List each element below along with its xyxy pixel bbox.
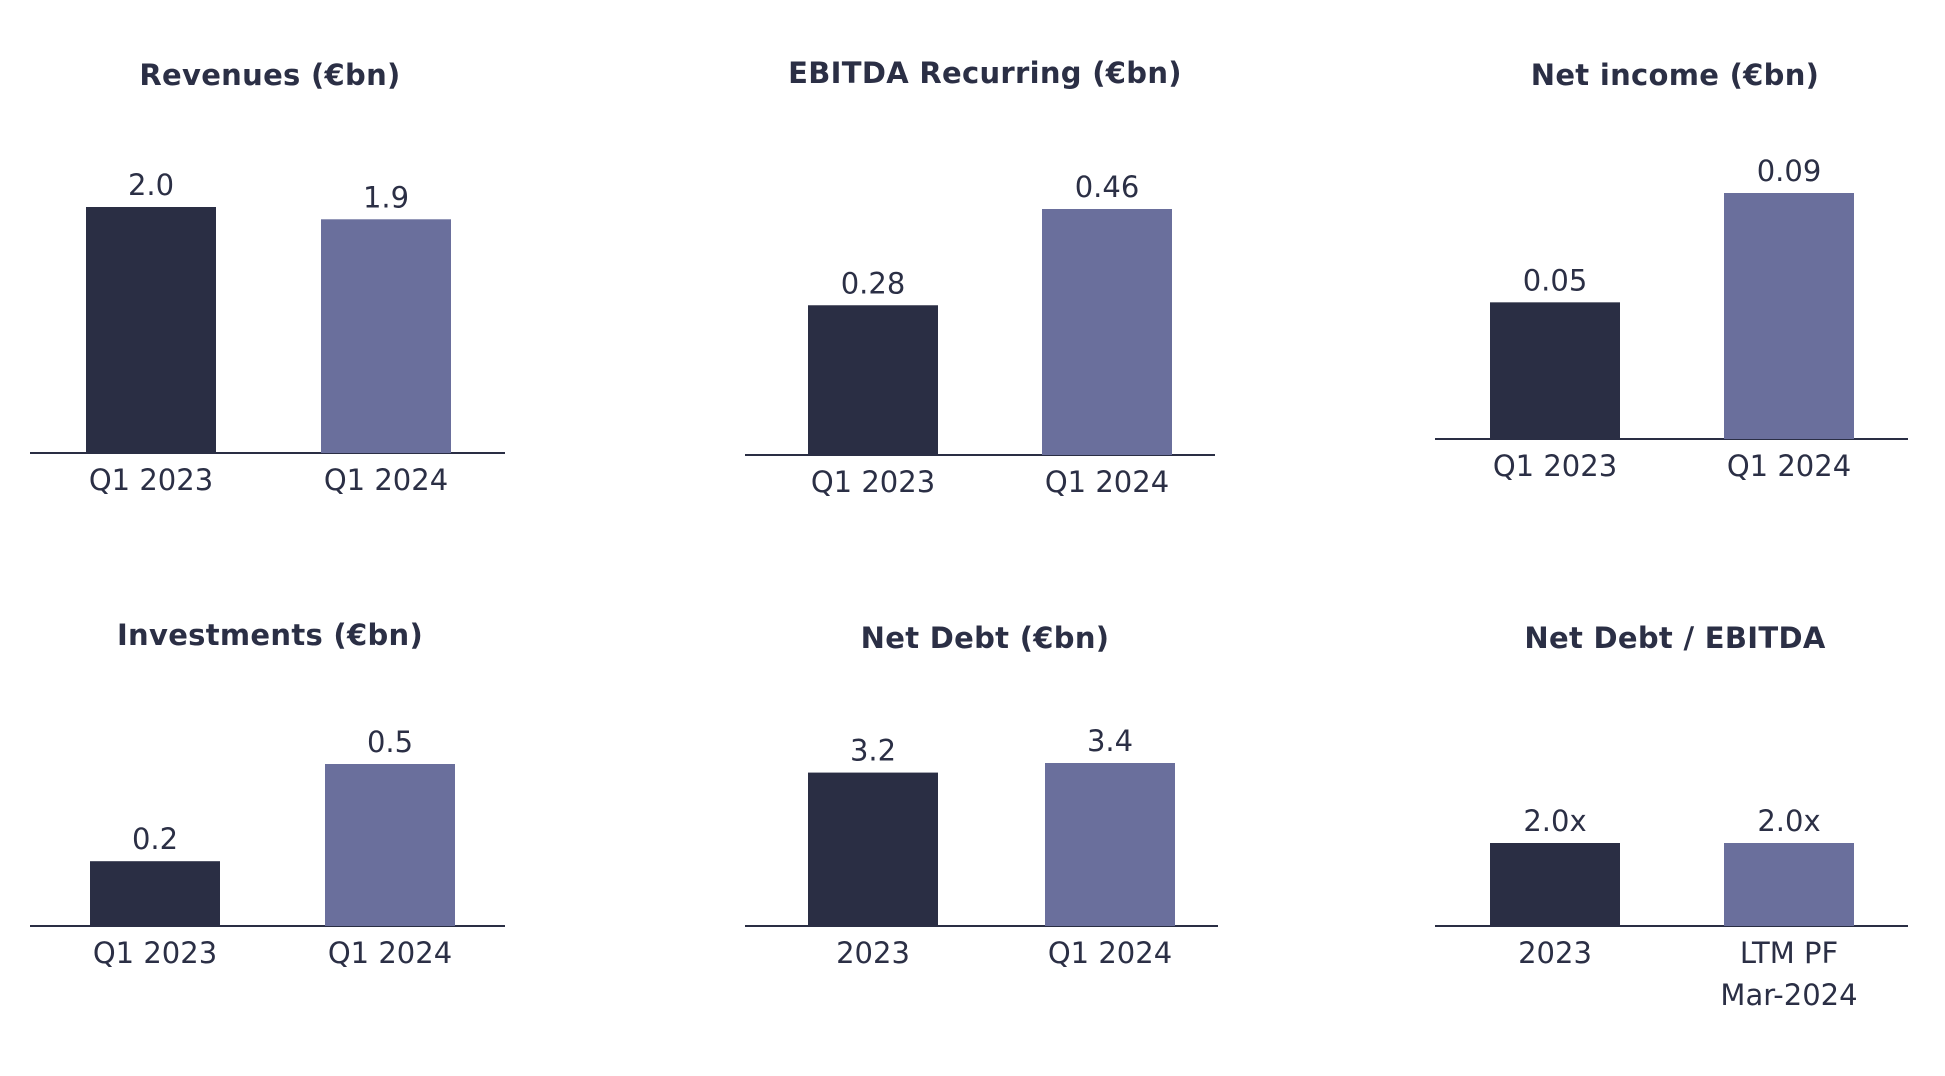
data-label: 3.2: [850, 734, 896, 768]
bar: [86, 207, 216, 453]
chart-revenues: Revenues (€bn) 2.0 Q1 2023 1.9 Q1 2024: [30, 50, 510, 520]
category-label: 2023: [836, 936, 910, 970]
bar: [1042, 209, 1172, 455]
chart-net-debt-plot: 3.2 2023 3.4 Q1 2024: [745, 724, 1218, 970]
chart-net-debt-ebitda-plot: 2.0x 2023 2.0x LTM PF Mar-2024: [1435, 804, 1908, 1012]
category-label: Q1 2024: [1045, 465, 1169, 499]
chart-net-debt: Net Debt (€bn) 3.2 2023 3.4 Q1 2024: [745, 610, 1225, 1076]
bar: [90, 861, 220, 926]
category-label: Q1 2024: [328, 936, 452, 970]
chart-title: EBITDA Recurring (€bn): [788, 56, 1182, 90]
bar: [808, 305, 938, 455]
bar: [1724, 843, 1854, 926]
chart-revenues-plot: 2.0 Q1 2023 1.9 Q1 2024: [30, 168, 505, 497]
chart-investments-plot: 0.2 Q1 2023 0.5 Q1 2024: [30, 725, 505, 970]
category-label: Q1 2023: [93, 936, 217, 970]
data-label: 2.0x: [1757, 804, 1820, 838]
category-label: LTM PF: [1740, 936, 1838, 970]
category-label: Q1 2024: [1727, 449, 1851, 483]
category-label: Mar-2024: [1720, 978, 1857, 1012]
chart-net-income: Net income (€bn) 0.05 Q1 2023 0.09 Q1 2024: [1435, 50, 1915, 520]
bar: [321, 219, 451, 453]
bar: [1724, 193, 1854, 439]
data-label: 0.46: [1075, 170, 1140, 204]
category-label: Q1 2024: [1048, 936, 1172, 970]
data-label: 0.28: [841, 266, 906, 300]
data-label: 2.0: [128, 168, 174, 202]
category-label: Q1 2024: [324, 463, 448, 497]
bar: [1490, 302, 1620, 439]
chart-title: Net Debt (€bn): [860, 621, 1110, 655]
data-label: 0.5: [367, 725, 413, 759]
category-label: Q1 2023: [1493, 449, 1617, 483]
data-label: 3.4: [1087, 724, 1133, 758]
chart-title: Investments (€bn): [116, 618, 424, 652]
chart-title: Revenues (€bn): [139, 58, 401, 92]
bar: [325, 764, 455, 926]
data-label: 0.05: [1523, 263, 1588, 297]
data-label: 2.0x: [1523, 804, 1586, 838]
chart-title: Net Debt / EBITDA: [1524, 621, 1826, 655]
data-label: 1.9: [363, 180, 409, 214]
chart-ebitda-recurring: EBITDA Recurring (€bn) 0.28 Q1 2023 0.46 Q1…: [745, 50, 1225, 520]
chart-investments: Investments (€bn) 0.2 Q1 2023 0.5 Q1 2024: [30, 610, 510, 1076]
category-label: Q1 2023: [811, 465, 935, 499]
chart-ebitda-recurring-plot: 0.28 Q1 2023 0.46 Q1 2024: [745, 170, 1215, 499]
bar: [808, 772, 938, 926]
category-label: Q1 2023: [89, 463, 213, 497]
bar: [1045, 763, 1175, 926]
data-label: 0.09: [1757, 154, 1822, 188]
category-label: 2023: [1518, 936, 1592, 970]
data-label: 0.2: [132, 822, 178, 856]
chart-net-debt-ebitda: Net Debt / EBITDA 2.0x 2023 2.0x LTM PF Mar-…: [1435, 610, 1915, 1076]
bar: [1490, 843, 1620, 926]
chart-net-income-plot: 0.05 Q1 2023 0.09 Q1 2024: [1435, 154, 1908, 483]
chart-title: Net income (€bn): [1530, 58, 1820, 92]
